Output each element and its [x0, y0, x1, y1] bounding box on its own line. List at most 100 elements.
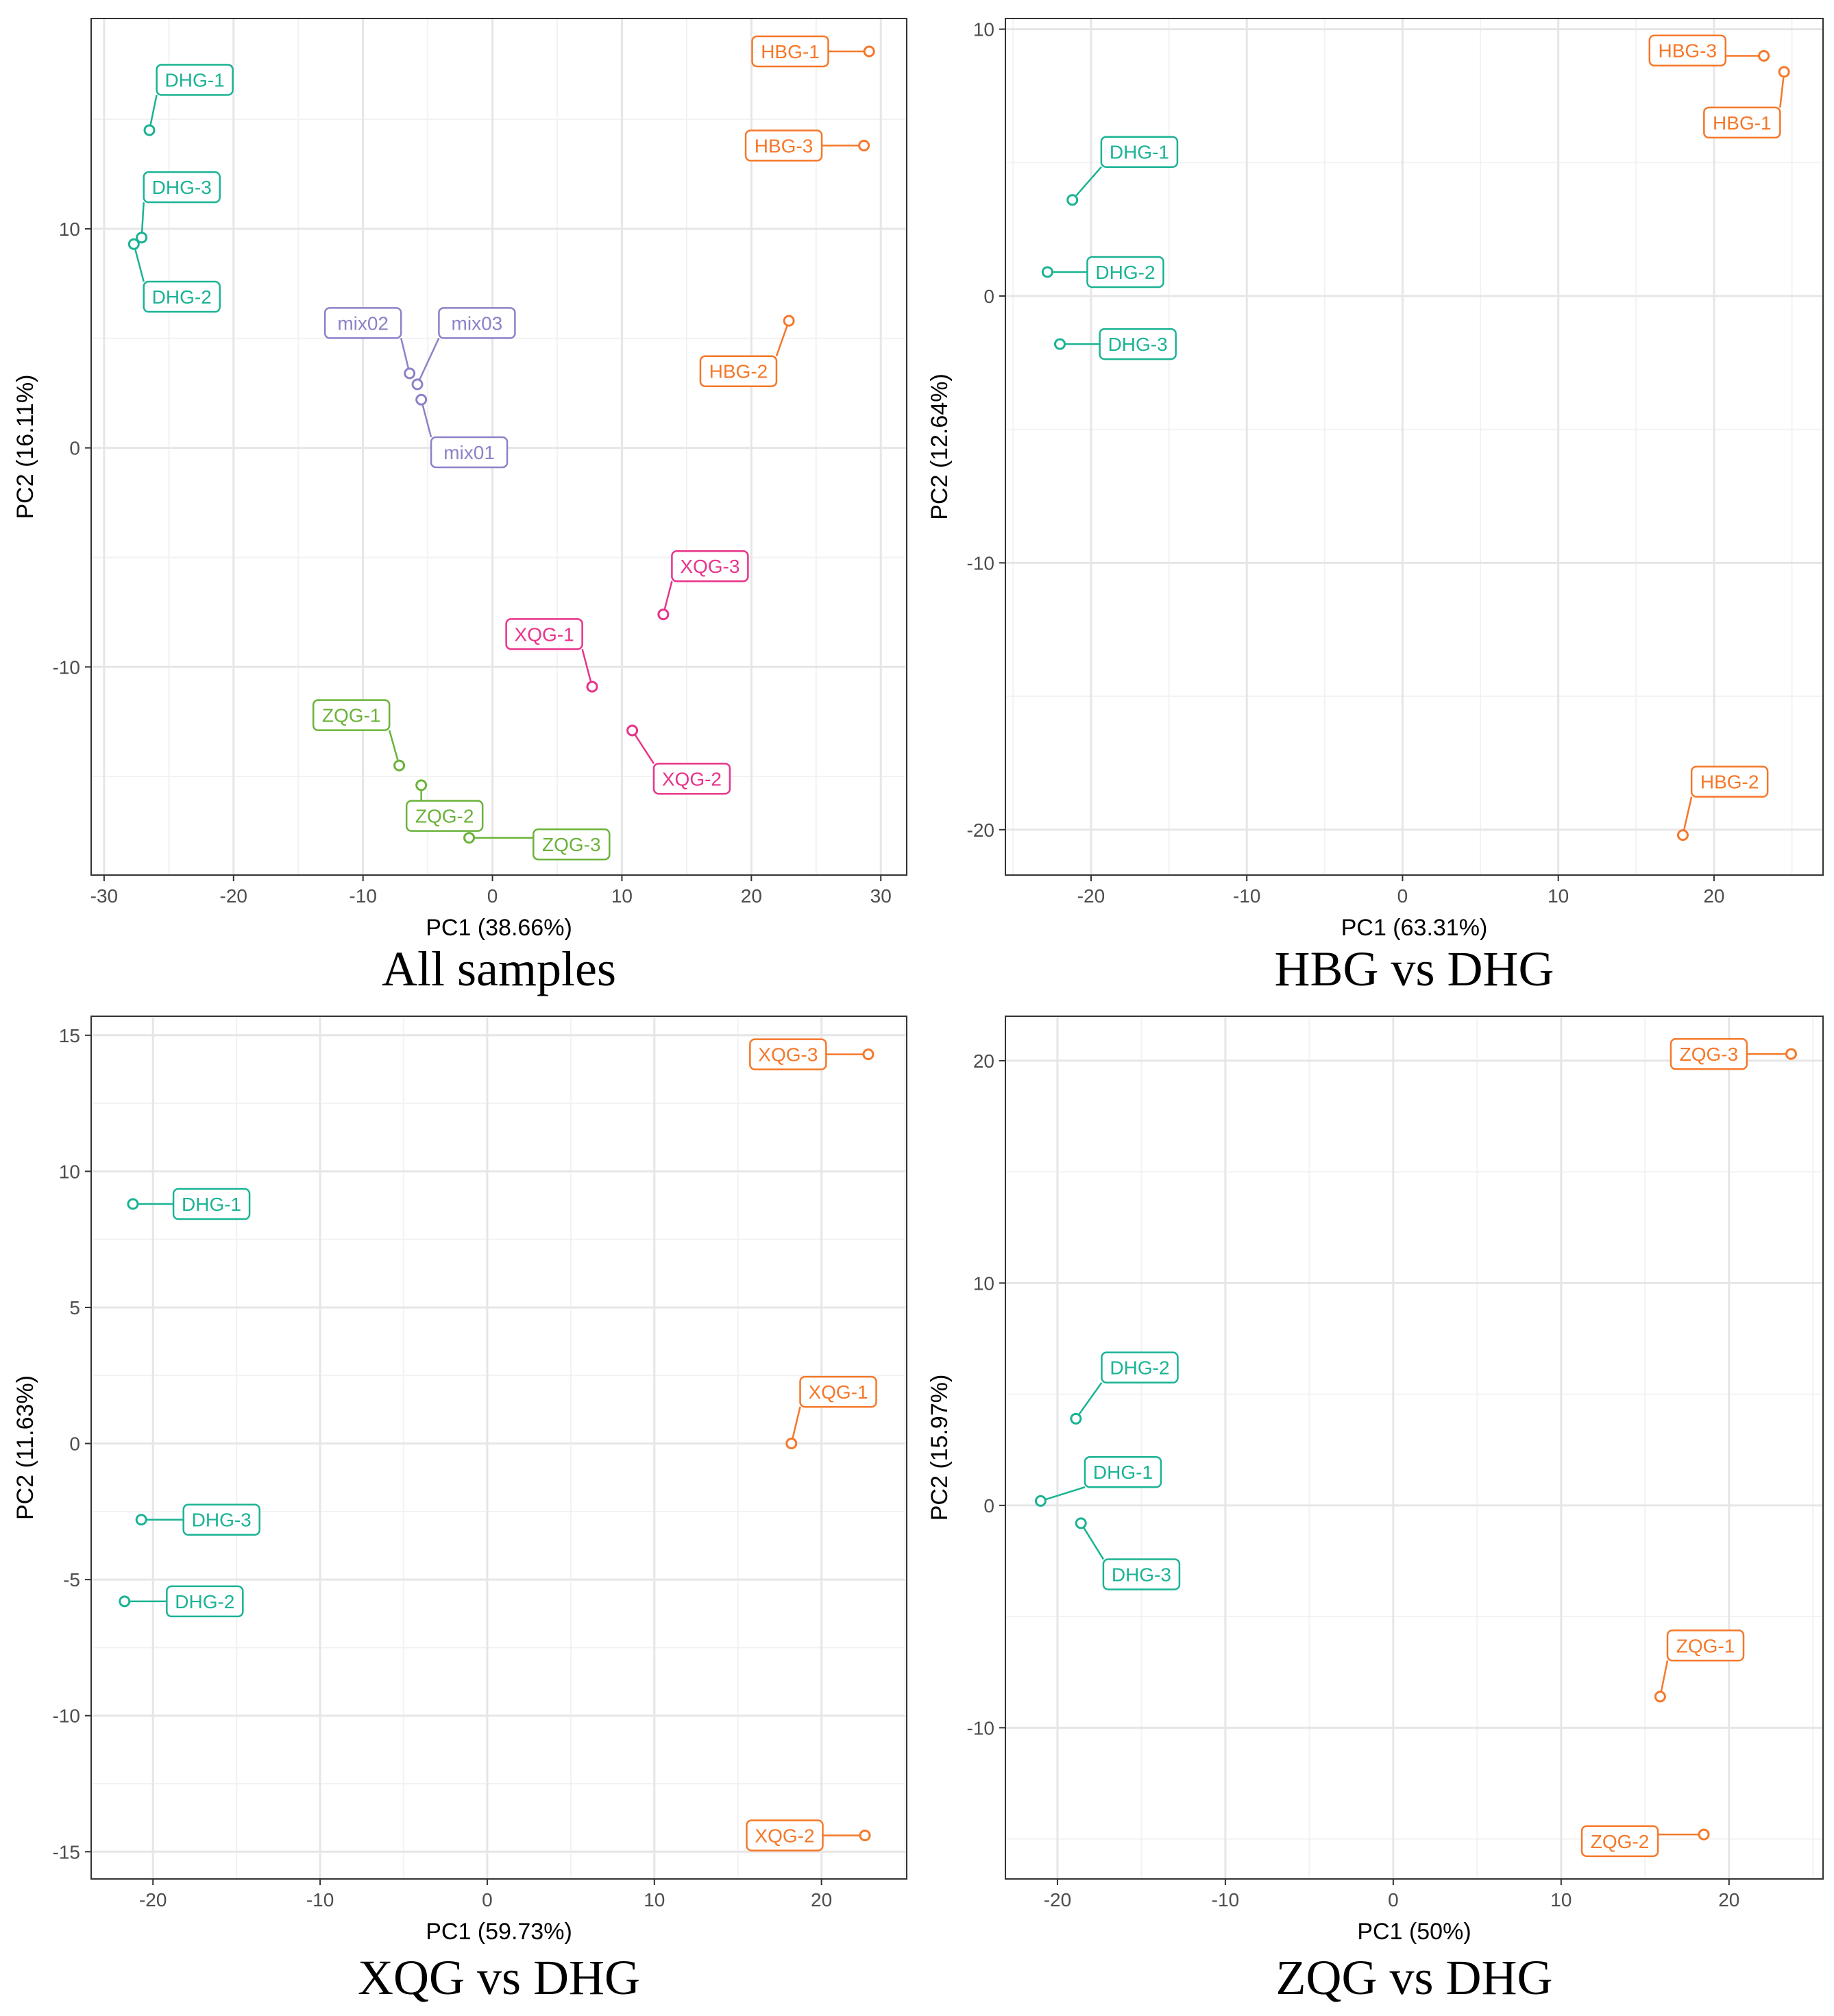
sample-dhg-1: DHG-1 — [1066, 136, 1179, 206]
x-tick-label: -10 — [1212, 1889, 1239, 1910]
sample-dhg-2: DHG-2 — [1070, 1351, 1179, 1425]
label-connector — [1659, 1660, 1669, 1697]
x-tick-label: -20 — [1077, 885, 1105, 907]
data-point — [415, 779, 428, 791]
label-box — [1086, 256, 1164, 288]
sample-hbg-2: HBG-2 — [699, 315, 795, 387]
sample-zqg-2: ZQG-2 — [405, 779, 484, 832]
label-connector — [1040, 1486, 1086, 1502]
point-label: DHG-2 — [1095, 262, 1155, 283]
label-box — [1690, 765, 1769, 798]
x-tick-label: 10 — [1548, 885, 1569, 907]
x-tick-label: 0 — [487, 885, 498, 907]
point-label: DHG-1 — [1093, 1462, 1153, 1483]
data-point — [463, 832, 476, 844]
pca-panel-4: -20 -10 0 10 20 -10 0 10 20 PC1 (50%) PC2 (15.97%)… — [927, 1016, 1824, 2005]
x-tick-label: -30 — [90, 885, 118, 907]
point-label: DHG-2 — [1110, 1357, 1169, 1379]
y-tick-label: -10 — [53, 1706, 80, 1727]
y-tick-label: 10 — [973, 19, 994, 40]
x-tick-label: -10 — [306, 1889, 334, 1910]
data-point — [404, 367, 416, 380]
sample-mix01: mix01 — [415, 393, 509, 469]
label-box — [172, 1188, 251, 1220]
point-label: XQG-2 — [662, 768, 722, 789]
data-point — [1034, 1495, 1047, 1507]
label-box — [533, 828, 611, 861]
point-label: HBG-3 — [1659, 40, 1717, 62]
label-box — [1101, 1351, 1179, 1384]
x-tick-label: 20 — [1703, 885, 1724, 907]
data-point — [127, 1198, 139, 1210]
sample-hbg-1: HBG-1 — [1703, 66, 1790, 139]
label-box — [1648, 34, 1727, 66]
data-point — [415, 393, 428, 406]
point-label: DHG-3 — [152, 177, 212, 198]
y-tick-label: 15 — [59, 1025, 80, 1046]
x-tick-label: -20 — [1044, 1889, 1071, 1910]
y-axis-title: PC2 (16.11%) — [12, 374, 38, 519]
x-tick-label: 0 — [1388, 1889, 1399, 1910]
point-label: DHG-1 — [165, 70, 225, 91]
label-connector — [1682, 796, 1693, 835]
point-label: ZQG-3 — [1680, 1044, 1739, 1065]
point-label: HBG-2 — [709, 361, 768, 382]
y-axis-title: PC2 (11.63%) — [12, 1375, 38, 1520]
sample-dhg-1: DHG-1 — [143, 64, 234, 136]
data-point — [1758, 50, 1770, 62]
sample-zqg-1: ZQG-1 — [312, 699, 406, 772]
pca-panel-2: -20 -10 0 10 20 -20 -10 0 10 PC1 (63.31%) PC2 (12.… — [927, 18, 1824, 996]
point-label: ZQG-2 — [1591, 1831, 1650, 1852]
panel-caption: HBG vs DHG — [1274, 942, 1554, 996]
plot-frame — [90, 1016, 907, 1880]
panel-caption: All samples — [382, 942, 616, 996]
y-axis-title: PC2 (12.64%) — [927, 373, 953, 520]
point-label: DHG-2 — [152, 286, 212, 308]
data-point — [1041, 266, 1053, 278]
point-label: XQG-1 — [515, 624, 574, 645]
x-axis-title: PC1 (59.73%) — [426, 1919, 572, 1945]
y-tick-label: -20 — [967, 820, 994, 841]
plot-frame — [1005, 18, 1824, 876]
point-label: HBG-2 — [1700, 772, 1759, 793]
sample-hbg-3: HBG-3 — [1648, 34, 1770, 66]
label-connector — [133, 243, 145, 282]
point-label: HBG-3 — [755, 135, 814, 156]
label-box — [438, 307, 516, 339]
data-point — [1698, 1828, 1710, 1841]
point-label: mix01 — [443, 442, 495, 463]
data-point — [1676, 829, 1689, 841]
point-label: ZQG-1 — [322, 705, 381, 726]
panel-caption: ZQG vs DHG — [1276, 1950, 1553, 2005]
sample-xqg-3: XQG-3 — [749, 1038, 875, 1070]
point-label: mix03 — [452, 312, 503, 334]
label-connector — [1075, 1381, 1103, 1420]
point-label: ZQG-1 — [1676, 1635, 1735, 1656]
label-box — [1099, 328, 1177, 360]
data-point — [626, 724, 639, 737]
y-tick-label: 20 — [973, 1050, 994, 1072]
label-box — [182, 1503, 260, 1536]
label-box — [143, 280, 221, 313]
label-box — [1100, 136, 1179, 168]
y-tick-label: 0 — [69, 438, 80, 459]
point-label: HBG-1 — [761, 41, 820, 62]
point-label: XQG-3 — [758, 1044, 818, 1066]
sample-hbg-2: HBG-2 — [1676, 765, 1769, 841]
label-box — [744, 130, 823, 162]
y-tick-label: 0 — [983, 1495, 994, 1516]
y-tick-label: -10 — [967, 552, 994, 574]
data-point — [393, 759, 406, 772]
label-box — [323, 307, 402, 339]
label-connector — [1779, 71, 1785, 108]
label-box — [505, 618, 583, 650]
label-box — [749, 1038, 827, 1070]
x-tick-label: -20 — [220, 885, 247, 907]
x-tick-label: 20 — [741, 885, 762, 907]
data-point — [411, 378, 424, 391]
data-point — [135, 1514, 147, 1526]
point-label: DHG-3 — [1108, 334, 1168, 355]
sample-xqg-2: XQG-2 — [746, 1819, 871, 1852]
y-axis-title: PC2 (15.97%) — [927, 1375, 953, 1521]
data-point — [127, 238, 140, 250]
